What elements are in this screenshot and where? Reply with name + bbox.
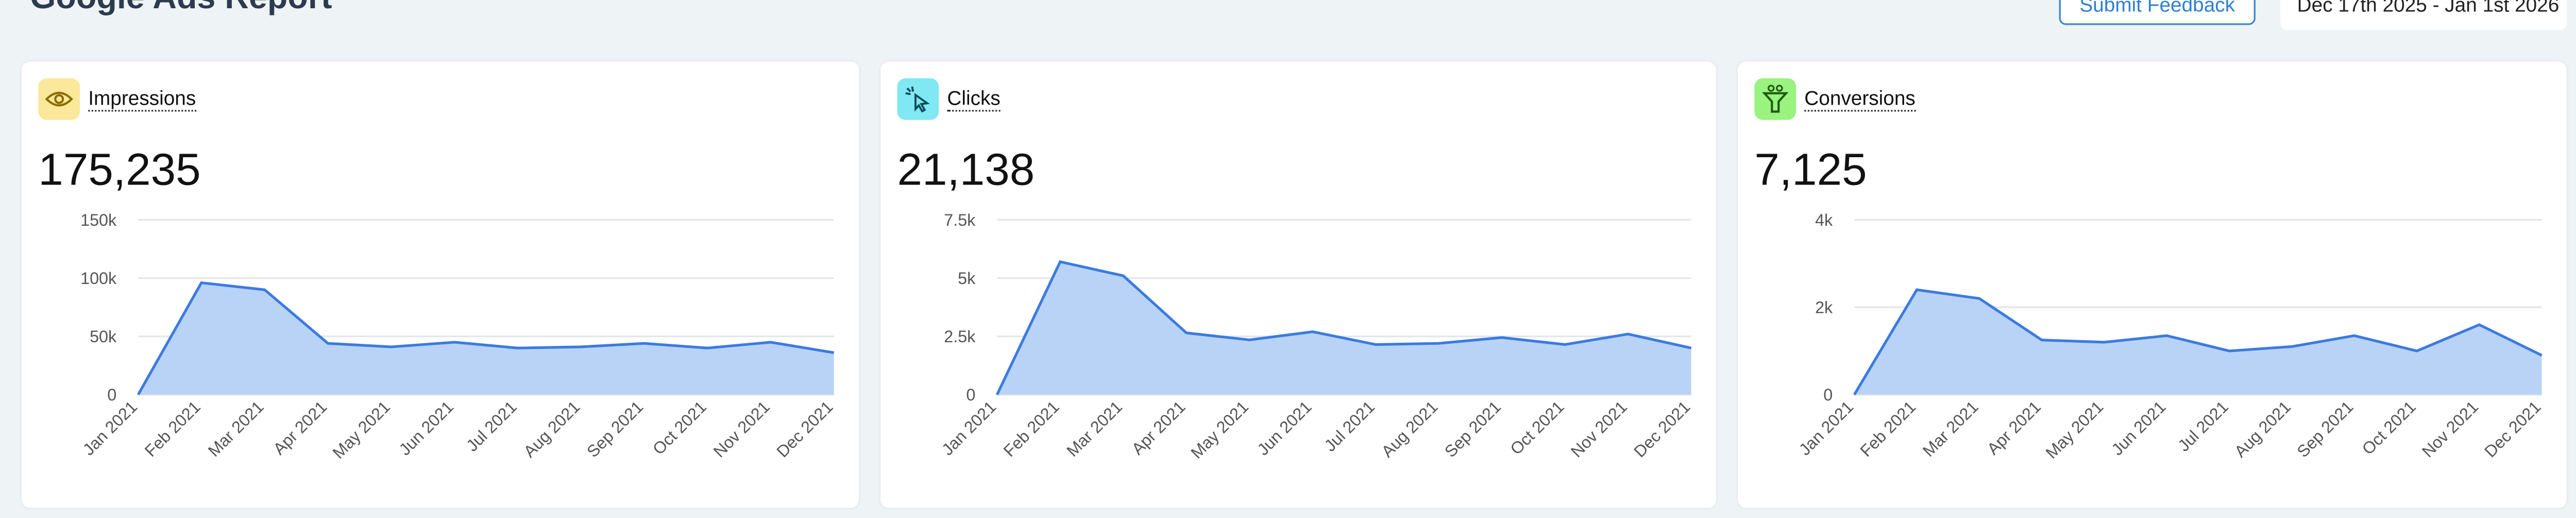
x-tick-label: May 2021 [2042, 397, 2107, 462]
x-tick-label: Nov 2021 [2418, 397, 2482, 461]
x-tick-label: Nov 2021 [1567, 397, 1631, 461]
x-tick-label: Aug 2021 [520, 397, 583, 461]
chart: 0 2k 4k Jan 2021 Feb 2021 Mar 2021 Apr 2021May… [1795, 211, 2545, 462]
chart: 0 50k 100k 150k Jan 2021 Feb 2021 Mar 2021 Apr … [79, 211, 837, 462]
cursor-icon [905, 86, 930, 113]
x-tick-label: Jul 2021 [2174, 397, 2232, 455]
funnel-icon [1762, 85, 1789, 113]
metric-card: Impressions 175,235 0 50k 100k 150k Jan 2021… [22, 61, 859, 508]
y-tick-label: 5k [958, 269, 976, 288]
date-range-picker[interactable]: Dec 17th 2025 - Jan 1st 2026 [2280, 0, 2567, 30]
area [1854, 290, 2542, 395]
x-tick-label: Mar 2021 [1063, 397, 1126, 460]
x-tick-label: Feb 2021 [1000, 397, 1063, 460]
x-tick-label: Jan 2021 [79, 397, 141, 459]
x-tick-label: Jun 2021 [396, 397, 457, 459]
x-tick-label: Jun 2021 [2108, 397, 2169, 459]
line [1853, 288, 2543, 396]
y-tick-label: 2.5k [944, 327, 976, 346]
x-tick-label: Apr 2021 [1128, 397, 1189, 458]
report-title: Google Ads Report [30, 0, 332, 19]
feedback-button[interactable]: Submit Feedback [2059, 0, 2256, 25]
line [137, 281, 835, 395]
x-tick-label: Oct 2021 [1506, 397, 1567, 458]
y-tick-label: 100k [80, 269, 117, 288]
card-title[interactable]: Conversions [1804, 87, 1916, 112]
y-tick-label: 2k [1815, 298, 1833, 316]
x-tick-label: Dec 2021 [1630, 397, 1693, 461]
chart: 0 2.5k 5k 7.5k Jan 2021 Feb 2021 Mar 2021 Apr 2… [938, 211, 1694, 462]
y-tick-label: 4k [1815, 211, 1833, 229]
eye-icon [45, 92, 73, 107]
x-tick-label: Oct 2021 [649, 397, 710, 458]
y-tick-label: 7.5k [944, 211, 976, 229]
total: 21,138 [897, 145, 1035, 195]
x-tick-label: Sep 2021 [1441, 397, 1504, 461]
x-tick-label: May 2021 [1187, 397, 1252, 462]
x-tick-label: Apr 2021 [1984, 397, 2044, 458]
x-tick-label: Dec 2021 [2481, 397, 2544, 461]
icon [897, 78, 939, 120]
x-tick-label: Mar 2021 [205, 397, 267, 460]
card-title[interactable]: Clicks [947, 87, 1001, 112]
icon [1754, 78, 1797, 120]
y-tick-label: 50k [90, 327, 117, 346]
x-tick-label: Jul 2021 [463, 397, 520, 455]
x-tick-label: Mar 2021 [1919, 397, 1982, 460]
x-tick-label: Nov 2021 [710, 397, 773, 461]
x-tick-label: Jan 2021 [938, 397, 999, 459]
x-tick-label: Feb 2021 [141, 397, 204, 460]
total: 7,125 [1754, 145, 1867, 195]
y-tick-label: 0 [966, 386, 975, 404]
x-tick-label: Oct 2021 [2359, 397, 2419, 458]
total: 175,235 [38, 145, 201, 195]
y-tick-label: 0 [107, 386, 116, 404]
y-tick-label: 0 [1823, 386, 1833, 404]
y-tick-label: 150k [80, 211, 117, 229]
line [995, 260, 1692, 395]
x-tick-label: Jan 2021 [1795, 397, 1857, 459]
x-tick-label: Aug 2021 [2231, 397, 2294, 461]
x-tick-label: May 2021 [329, 397, 394, 462]
x-tick-label: Sep 2021 [2293, 397, 2357, 461]
metric-card: Conversions 7,125 0 2k 4k Jan 2021 Feb 2021 M… [1738, 61, 2567, 508]
metric-card: Clicks 21,138 0 2.5k 5k 7.5k Jan 2021 Feb 202… [880, 61, 1717, 508]
area [138, 282, 834, 395]
x-tick-label: Aug 2021 [1378, 397, 1441, 461]
x-tick-label: Jun 2021 [1253, 397, 1315, 459]
x-tick-label: Sep 2021 [583, 397, 647, 461]
card-title[interactable]: Impressions [88, 87, 196, 112]
area [997, 261, 1691, 395]
x-tick-label: Feb 2021 [1857, 397, 1920, 460]
x-tick-label: Jul 2021 [1320, 397, 1378, 455]
x-tick-label: Apr 2021 [269, 397, 330, 458]
icon [38, 78, 80, 120]
x-tick-label: Dec 2021 [773, 397, 836, 461]
